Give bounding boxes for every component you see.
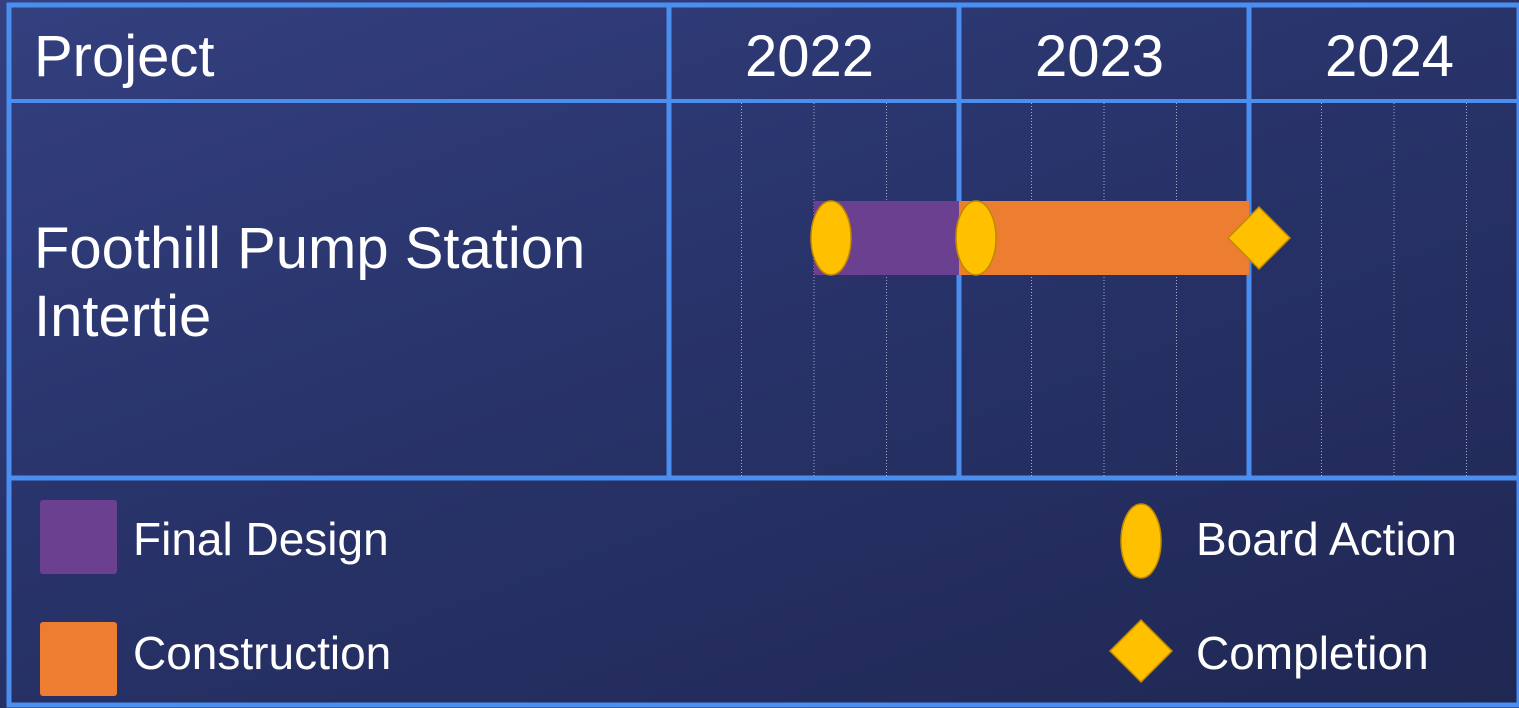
milestone-board-action xyxy=(810,200,852,276)
legend-board-action-oval xyxy=(1120,503,1162,579)
legend-board-action-label: Board Action xyxy=(1196,513,1457,565)
table-border xyxy=(6,2,1519,708)
table-grid xyxy=(6,2,1519,708)
quarter-gridlines xyxy=(741,103,1467,476)
legend-construction-swatch xyxy=(40,622,117,696)
legend-final-design-label: Final Design xyxy=(133,513,389,565)
legend-completion-diamond xyxy=(1108,618,1174,684)
legend-construction-label: Construction xyxy=(133,627,392,679)
legend-completion-label: Completion xyxy=(1196,627,1429,679)
milestone-completion xyxy=(1226,205,1292,271)
year-header-2023: 2023 xyxy=(1035,24,1165,89)
year-header-2022: 2022 xyxy=(745,24,875,89)
legend-final-design-swatch xyxy=(40,500,117,574)
gantt-bar-construction xyxy=(959,201,1249,275)
milestone-board-action xyxy=(955,200,997,276)
project-name: Foothill Pump Station Intertie xyxy=(34,216,586,349)
gantt-milestones xyxy=(810,200,1292,276)
gantt-bars xyxy=(814,201,1249,275)
year-header-2024: 2024 xyxy=(1325,24,1455,89)
project-column-header: Project xyxy=(34,24,215,89)
